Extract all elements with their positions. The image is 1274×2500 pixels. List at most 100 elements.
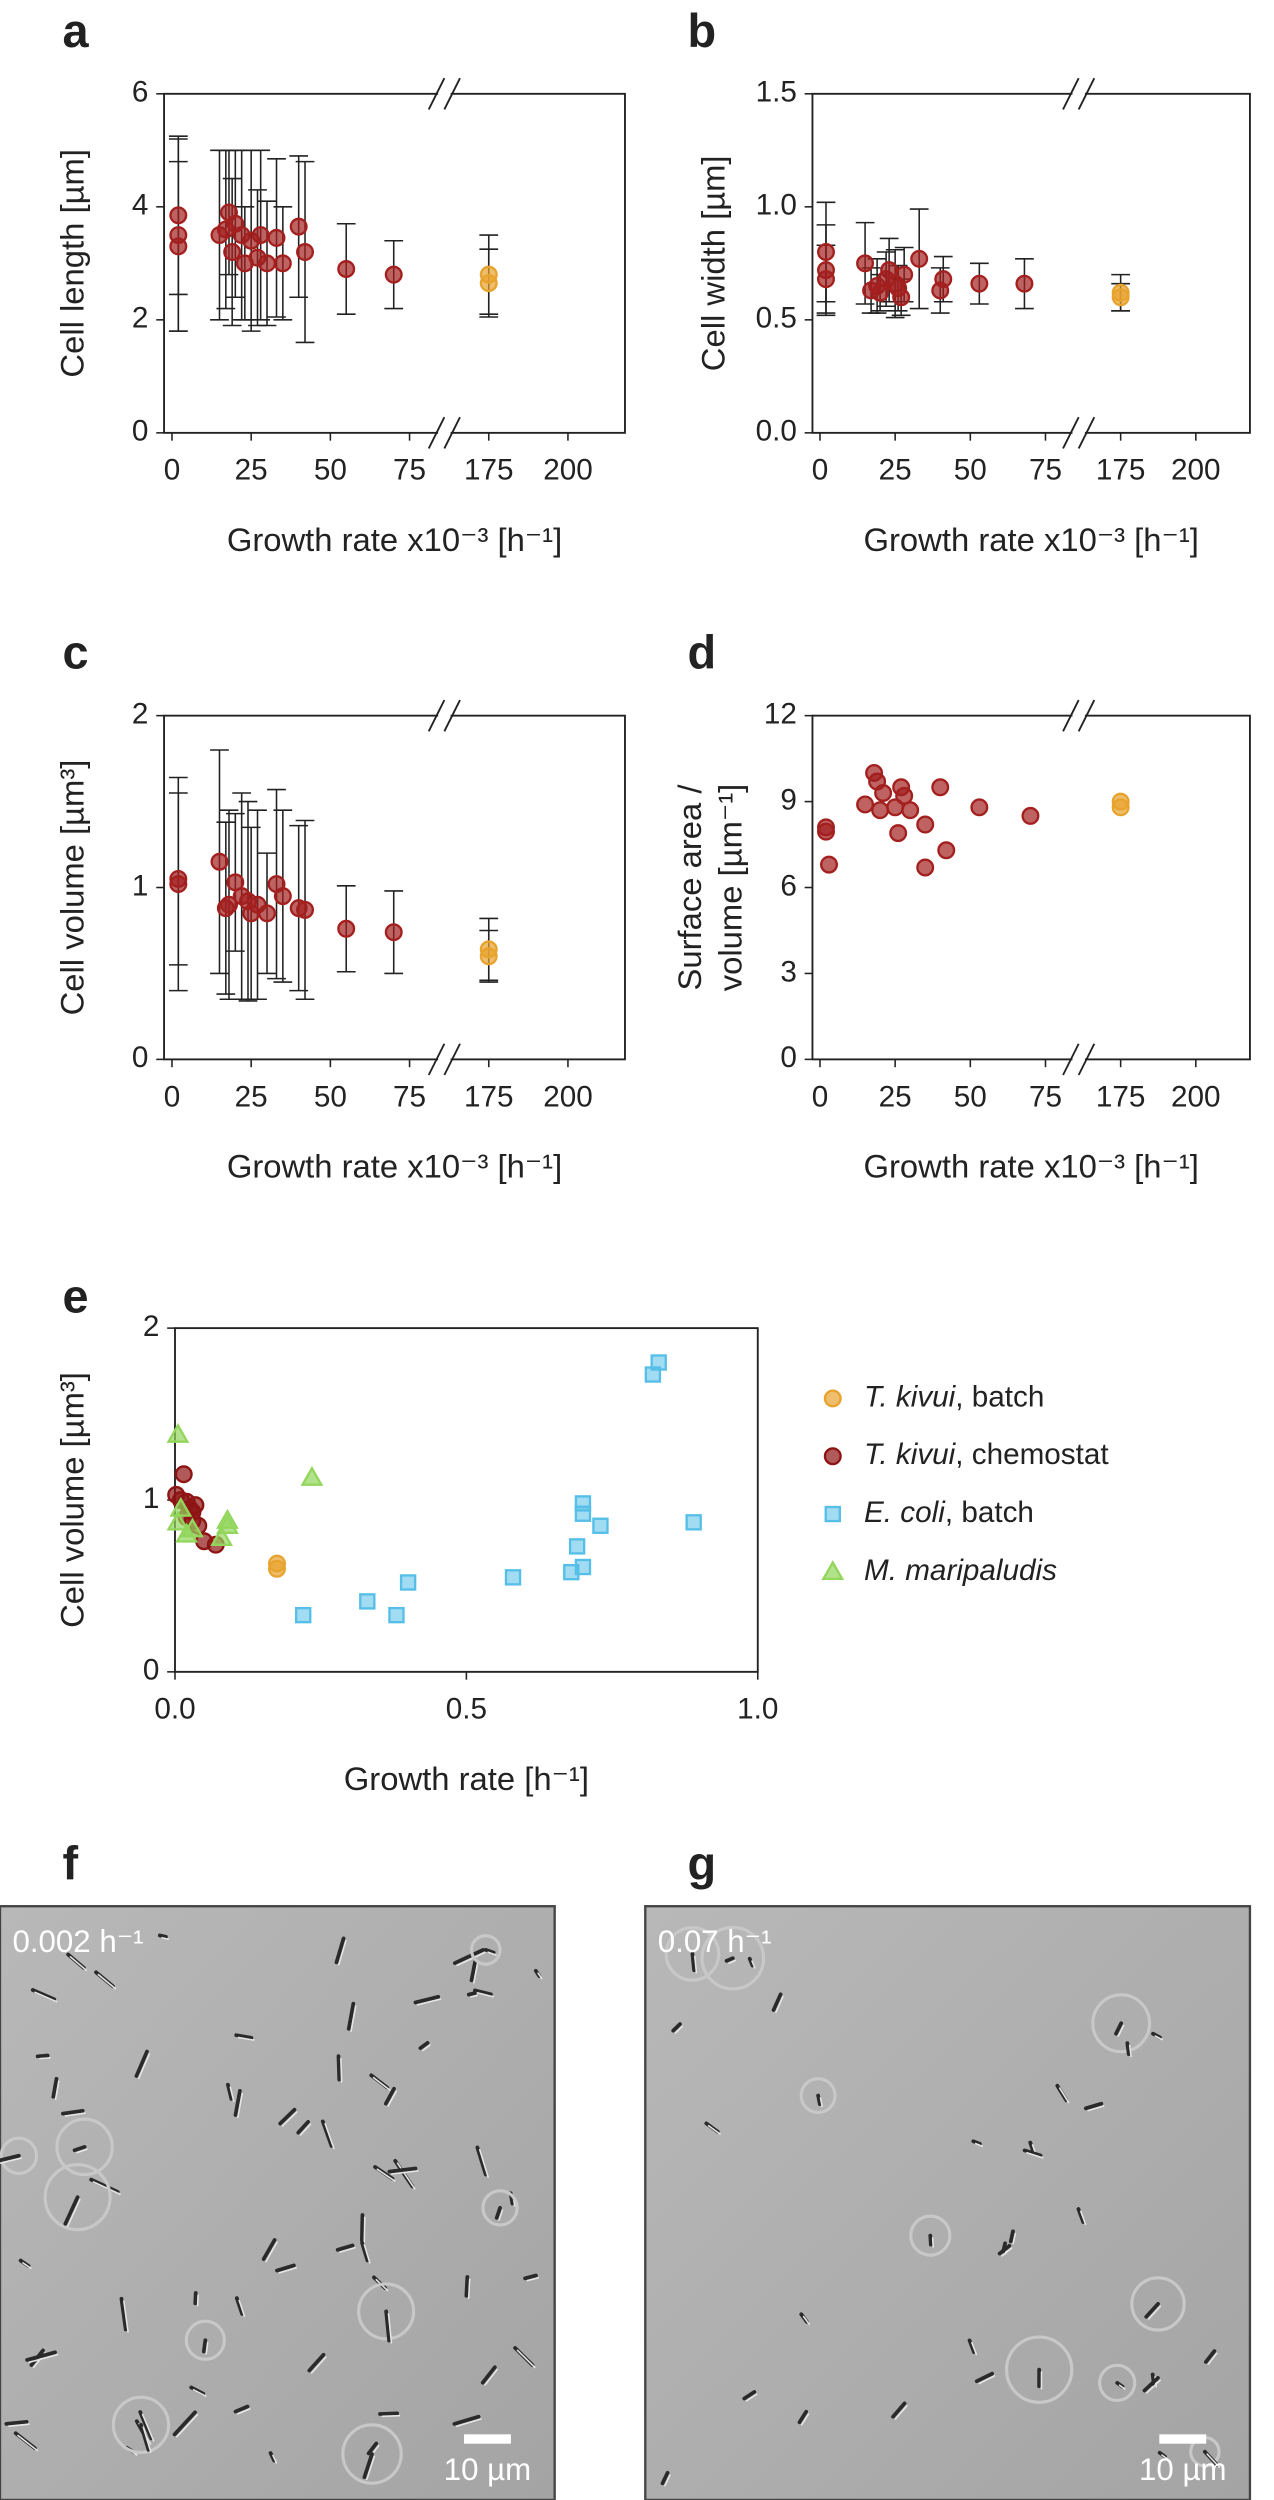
cell (362, 2452, 374, 2480)
y-tick-label: 6 (132, 76, 149, 109)
cell (891, 2401, 907, 2419)
x-tick-label: 0 (812, 454, 829, 487)
x-tick-label: 25 (879, 1080, 912, 1113)
cell-edge (1079, 2210, 1087, 2226)
legend-label: T. kivui, batch (864, 1380, 1044, 1413)
point (931, 778, 950, 797)
cell-edge (66, 2198, 81, 2227)
cell-edge (229, 2086, 235, 2103)
point (504, 1569, 522, 1586)
cell-edge (205, 2341, 209, 2355)
cell-edge (707, 2124, 721, 2135)
cell (384, 2309, 391, 2343)
panel-letter: f (62, 1838, 78, 1890)
point (871, 801, 890, 820)
axis-break (427, 1043, 446, 1076)
cell-edge (1012, 2232, 1017, 2245)
cell-edge (516, 2349, 536, 2369)
point (856, 254, 875, 273)
point (258, 254, 276, 273)
scale-bar-label: 10 µm (1139, 2452, 1226, 2487)
axis-break (427, 416, 446, 449)
cell (157, 1933, 168, 1939)
point (174, 1465, 193, 1484)
cell-edge (39, 2057, 51, 2060)
cell-edge (281, 2111, 298, 2127)
cell-edge (92, 2181, 121, 2196)
cell-edge (64, 2112, 86, 2117)
x-tick-label: 0 (164, 1080, 181, 1113)
x-tick-label: 25 (235, 1080, 268, 1113)
x-tick-label: 200 (543, 1080, 593, 1113)
x-axis-label: Growth rate x10⁻³ [h⁻¹] (227, 1147, 562, 1184)
y-tick-label: 4 (132, 189, 149, 222)
cell-edge (931, 2237, 934, 2248)
cell (30, 1988, 57, 2002)
point (166, 1510, 190, 1531)
axis-break-gap (1072, 89, 1085, 99)
cell (320, 2119, 334, 2148)
y-tick-label: 9 (780, 783, 797, 816)
axis-break-gap (1072, 428, 1085, 438)
panel-letter: g (687, 1838, 716, 1890)
cell-edge (728, 1959, 736, 1965)
legend-label: M. maripaludis (864, 1554, 1057, 1587)
point (937, 841, 956, 860)
point (300, 1465, 324, 1486)
y-tick-label: 2 (132, 697, 149, 730)
cell (473, 1988, 493, 1997)
cell (25, 2350, 57, 2362)
point (251, 226, 270, 245)
plot-frame (163, 92, 626, 434)
x-tick-label: 75 (393, 454, 426, 487)
axis-break (1062, 699, 1080, 732)
cell-edge (0, 2157, 22, 2165)
cell-edge (278, 2267, 298, 2274)
cell-edge (1147, 2305, 1162, 2320)
cell-edge (971, 2341, 978, 2356)
cell (226, 2082, 234, 2101)
axis-break (443, 416, 461, 449)
cell-edge (1154, 2035, 1164, 2041)
cell-edge (664, 2474, 671, 2487)
point (181, 1517, 204, 1538)
y-axis-label: volume [µm⁻¹] (711, 784, 748, 992)
cell-edge (484, 2368, 498, 2386)
cell-edge (1031, 2144, 1036, 2154)
x-tick-label: 0.0 (154, 1693, 195, 1726)
cell-edge (1058, 2087, 1070, 2104)
halo (43, 2163, 112, 2232)
cell-edge (340, 2057, 343, 2083)
cell-edge (363, 2216, 366, 2244)
cell-edge (387, 2090, 398, 2107)
cell-edge (265, 2241, 278, 2263)
halo (1098, 2363, 1137, 2403)
cell (336, 2054, 342, 2082)
cell-edge (138, 2053, 151, 2080)
x-tick-label: 75 (1029, 454, 1062, 487)
growth-rate-label: 0.002 h⁻¹ (12, 1924, 143, 1959)
y-tick-label: 12 (764, 697, 797, 730)
cell (671, 2022, 682, 2033)
cell-edge (237, 2408, 251, 2415)
cell (275, 2263, 296, 2273)
point (574, 1558, 592, 1576)
point (296, 243, 315, 262)
x-tick-label: 75 (393, 1080, 426, 1113)
point (817, 243, 835, 262)
point (359, 1593, 376, 1610)
cell (523, 2273, 538, 2281)
cell-edge (775, 1995, 784, 2014)
cell-edge (176, 2413, 199, 2438)
cell-edge (161, 1936, 170, 1941)
axis-break (427, 77, 446, 110)
cell (307, 2352, 326, 2373)
x-tick-label: 200 (1171, 1080, 1221, 1113)
halo (111, 2395, 171, 2455)
cell (278, 2107, 297, 2126)
cell-edge (22, 2262, 32, 2270)
legend-marker (823, 1389, 842, 1408)
x-tick-label: 25 (879, 454, 912, 487)
cell-edge (894, 2404, 908, 2420)
x-axis-label: Growth rate x10⁻³ [h⁻¹] (864, 1147, 1199, 1184)
